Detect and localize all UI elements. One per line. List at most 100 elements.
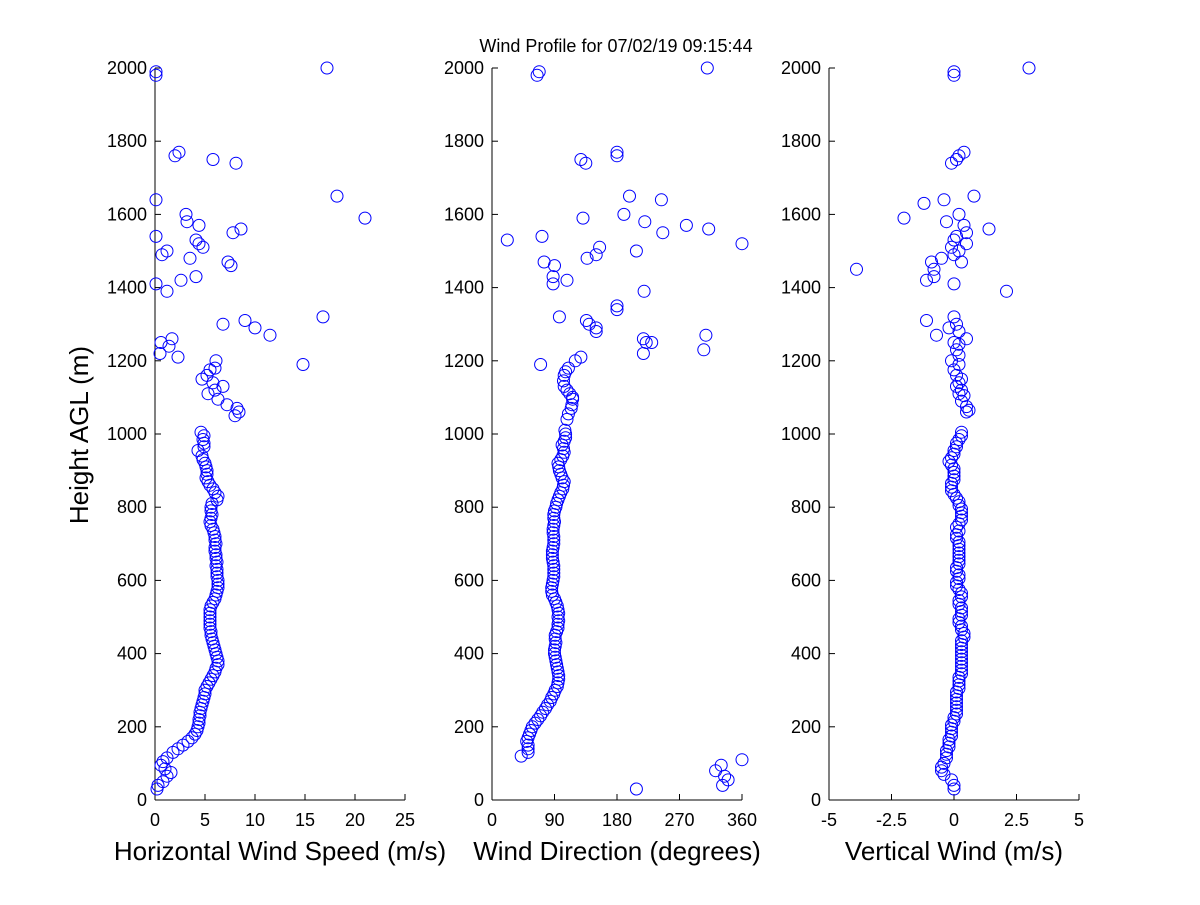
data-point [180, 215, 194, 229]
x-axis-label: Wind Direction (degrees) [473, 836, 761, 866]
x-tick-label: 20 [345, 810, 365, 830]
data-point [947, 248, 961, 262]
data-point [559, 365, 573, 379]
data-point [208, 544, 222, 558]
data-point [950, 531, 963, 545]
data-point [561, 361, 575, 375]
data-point [574, 350, 588, 364]
data-point [937, 193, 951, 207]
data-point [149, 229, 163, 243]
data-point [950, 703, 963, 717]
data-point [514, 749, 528, 763]
data-point [172, 145, 186, 159]
data-point [947, 465, 961, 479]
data-point [576, 211, 590, 225]
data-point [552, 310, 566, 324]
data-point [950, 317, 963, 331]
data-point [206, 522, 220, 536]
data-point [176, 738, 190, 752]
data-point [957, 218, 971, 232]
data-point [179, 207, 193, 221]
data-point [160, 244, 174, 258]
data-point [192, 218, 206, 232]
data-point [546, 270, 560, 284]
data-point [196, 240, 210, 254]
data-point [560, 273, 574, 287]
data-point [982, 222, 996, 236]
y-tick-label: 1000 [781, 424, 821, 444]
data-point [960, 226, 973, 240]
x-tick-label: 25 [395, 810, 415, 830]
y-tick-label: 1200 [107, 351, 147, 371]
data-point [952, 550, 966, 564]
x-tick-label: 15 [295, 810, 315, 830]
data-point [960, 237, 973, 251]
data-point [211, 658, 225, 672]
data-point [220, 398, 234, 412]
data-point [955, 513, 968, 527]
data-point [952, 387, 966, 401]
data-point [950, 153, 963, 166]
data-point [1000, 284, 1013, 298]
y-tick-label: 2000 [444, 58, 484, 78]
data-point [638, 215, 652, 229]
data-point [193, 709, 207, 723]
data-point [589, 248, 603, 262]
data-point [206, 669, 220, 683]
data-point [952, 594, 966, 607]
data-point [955, 394, 968, 408]
data-point [656, 226, 670, 240]
data-point [945, 451, 958, 465]
data-point [950, 343, 963, 357]
data-point [579, 314, 593, 327]
y-tick-label: 0 [137, 790, 147, 810]
data-point [203, 617, 217, 631]
data-point [204, 599, 218, 613]
y-tick-label: 1800 [444, 131, 484, 151]
data-point [162, 339, 176, 353]
data-point [238, 314, 252, 327]
y-axis-label: Height AGL (m) [64, 346, 94, 524]
data-point [629, 782, 643, 796]
data-point [541, 698, 555, 712]
data-point [209, 551, 223, 565]
data-point [534, 709, 548, 723]
data-point [718, 769, 732, 783]
data-point [639, 336, 653, 349]
data-point [534, 358, 548, 371]
data-point [198, 683, 212, 697]
data-point [195, 372, 209, 386]
data-point [952, 376, 966, 390]
data-point [579, 156, 593, 170]
data-point [208, 361, 222, 375]
data-point [204, 504, 218, 518]
data-point [930, 328, 943, 342]
data-point [211, 489, 225, 503]
data-point [947, 65, 961, 79]
data-point [927, 262, 941, 276]
y-tick-label: 1800 [107, 131, 147, 151]
data-point [202, 676, 216, 690]
data-point [950, 700, 963, 714]
x-tick-label: 10 [245, 810, 265, 830]
data-point [232, 405, 246, 419]
data-point [947, 444, 961, 457]
y-tick-label: 1400 [107, 278, 147, 298]
data-point [155, 248, 169, 262]
data-point [610, 145, 624, 159]
data-point [545, 551, 559, 565]
data-point [679, 218, 693, 232]
data-point [216, 317, 230, 331]
x-tick-label: 2.5 [1004, 810, 1029, 830]
data-point [551, 456, 565, 470]
data-point [560, 412, 574, 426]
data-point [210, 570, 224, 584]
x-axis-label: Vertical Wind (m/s) [845, 836, 1063, 866]
data-point [952, 535, 966, 549]
data-point [206, 482, 220, 496]
data-point [917, 196, 931, 210]
data-point [574, 153, 588, 166]
data-point [955, 590, 968, 604]
